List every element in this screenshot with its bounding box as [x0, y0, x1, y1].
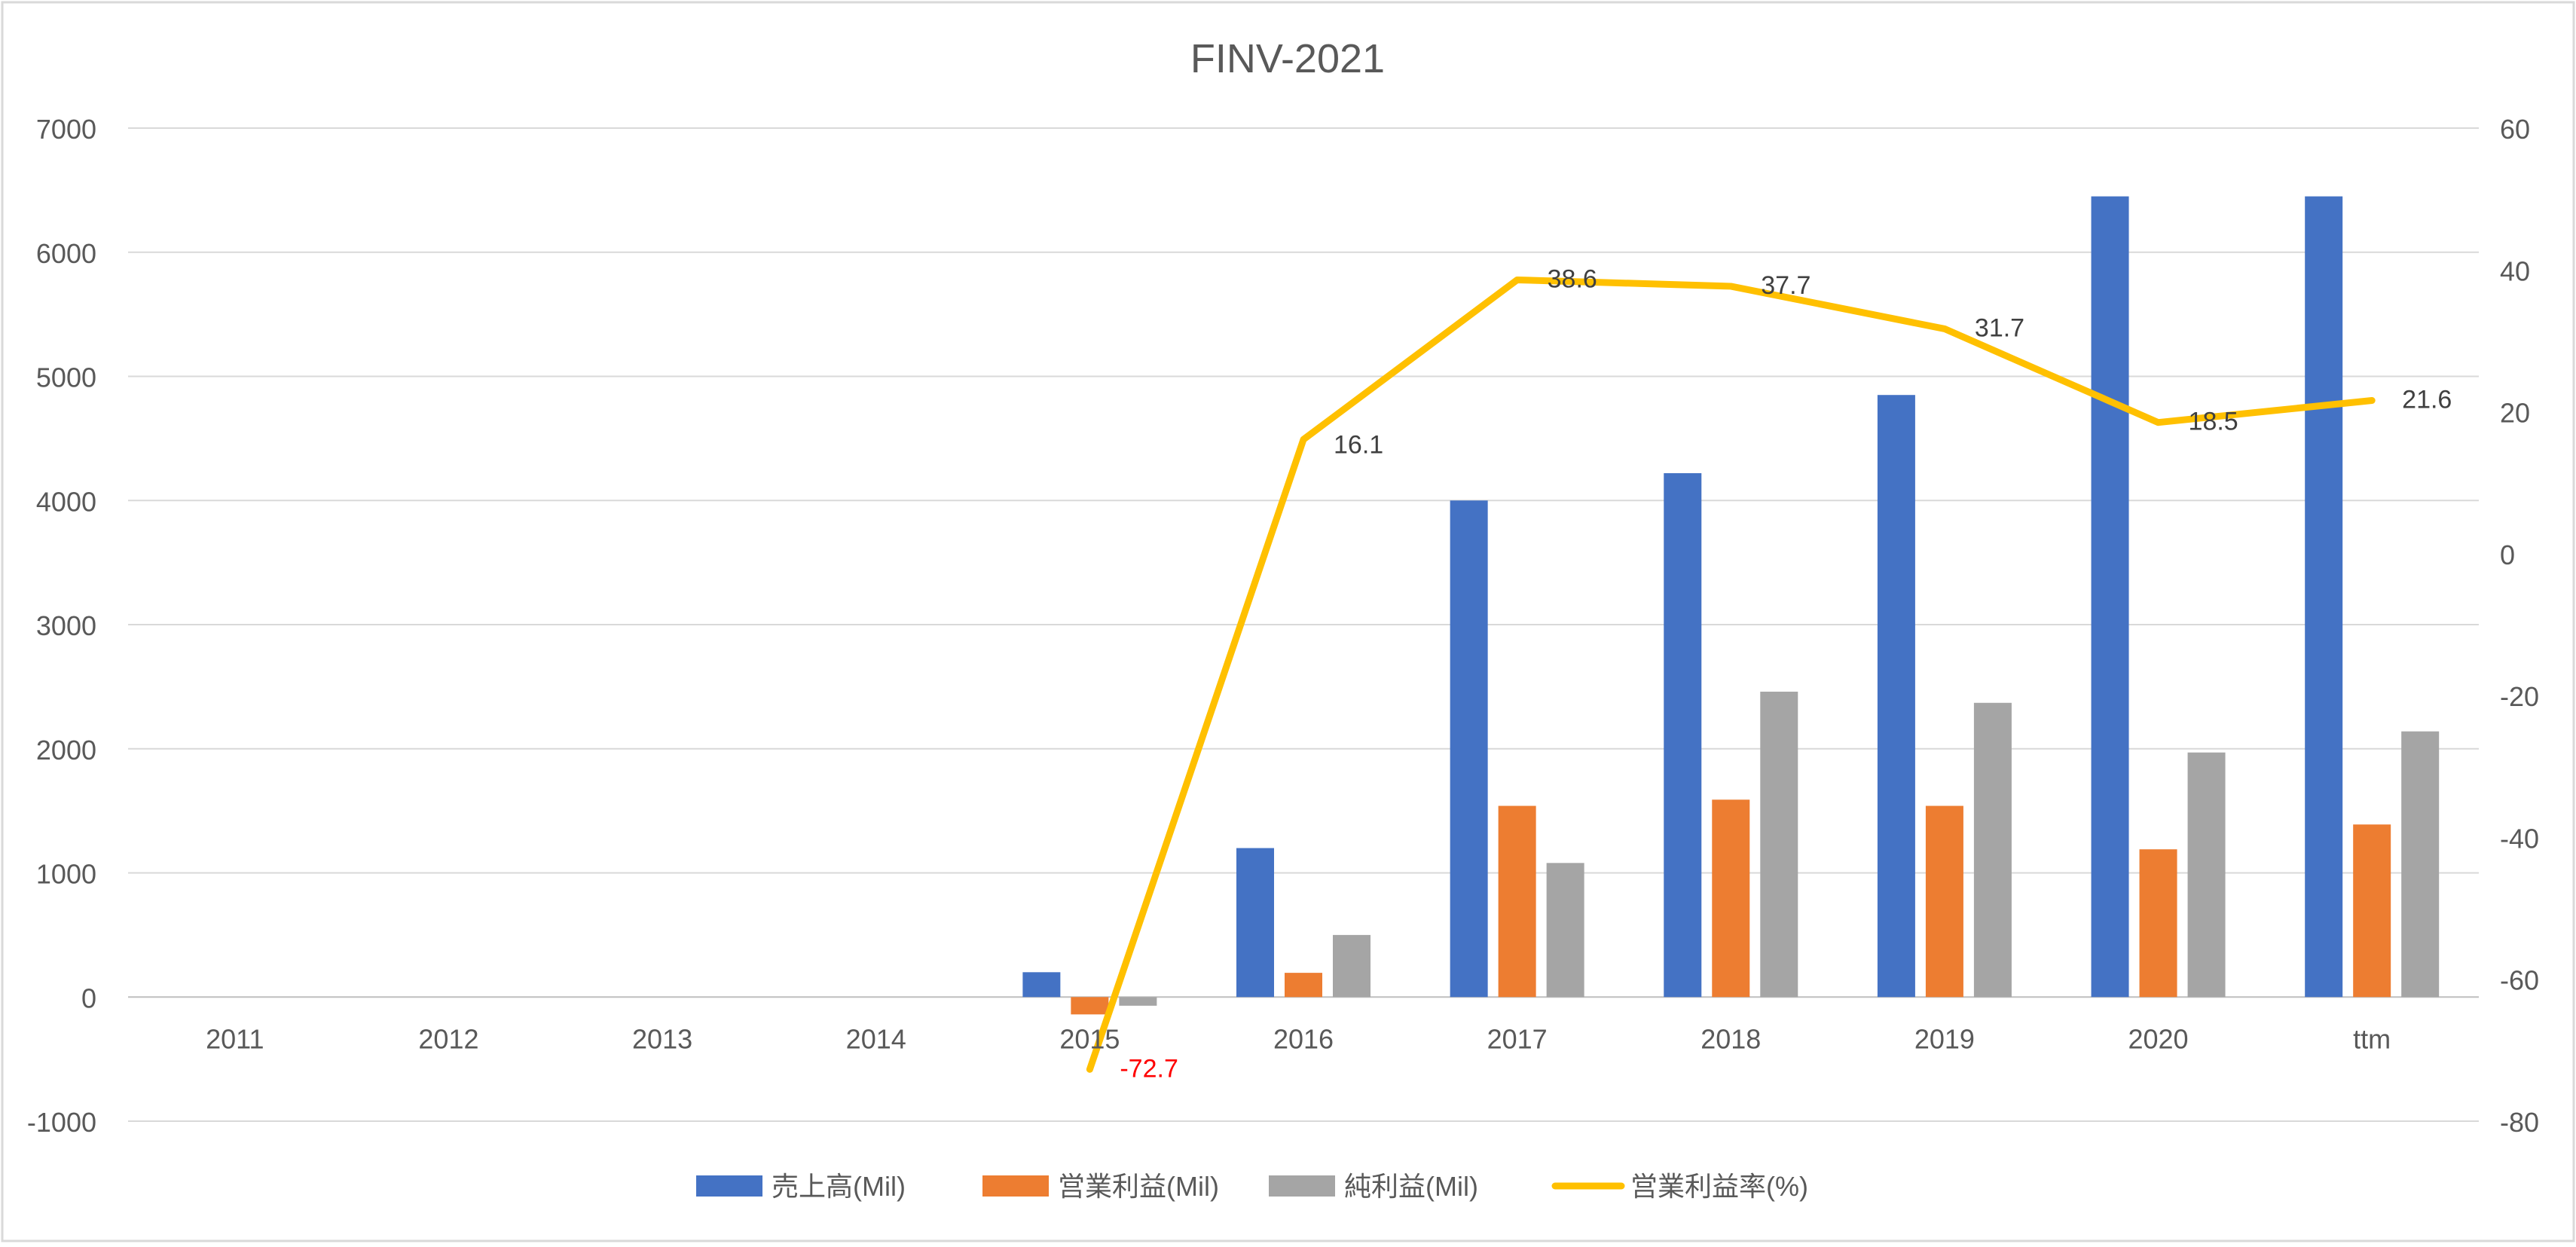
data-label: 37.7 — [1761, 271, 1811, 300]
legend-swatch — [982, 1175, 1049, 1197]
bar — [2091, 196, 2129, 998]
line-path — [1086, 276, 2376, 1073]
y-tick-label: 4000 — [36, 486, 96, 517]
y2-tick-label: -60 — [2500, 965, 2539, 996]
x-tick-label: 2017 — [1487, 1023, 1548, 1054]
y2-tick-label: -40 — [2500, 823, 2539, 854]
y2-tick-label: 20 — [2500, 398, 2530, 429]
y2-tick-label: 60 — [2500, 114, 2530, 145]
bar-series — [1022, 196, 2440, 1015]
y-tick-label: 1000 — [36, 859, 96, 890]
bar — [1071, 997, 1109, 1015]
data-label: 18.5 — [2189, 408, 2238, 436]
data-label: 21.6 — [2402, 386, 2452, 414]
bar — [1498, 805, 1536, 998]
bar — [1760, 691, 1798, 998]
x-tick-label: 2018 — [1701, 1023, 1761, 1054]
data-label: -72.7 — [1120, 1054, 1178, 1083]
data-label: 16.1 — [1334, 430, 1383, 459]
y-tick-label: 0 — [81, 983, 96, 1013]
bar — [1450, 500, 1488, 998]
gridlines — [128, 127, 2479, 1122]
x-tick-label: 2019 — [1914, 1023, 1975, 1054]
legend-label: 売上高(Mil) — [772, 1171, 906, 1202]
data-label: 38.6 — [1548, 264, 1597, 293]
y-tick-label: 7000 — [36, 114, 96, 145]
bar — [2139, 849, 2177, 998]
x-tick-label: 2014 — [846, 1023, 906, 1054]
y-tick-label: 6000 — [36, 238, 96, 269]
y-tick-label: -1000 — [27, 1107, 96, 1138]
x-tick-label: 2015 — [1059, 1023, 1120, 1054]
x-tick-label: ttm — [2353, 1023, 2391, 1054]
bar — [1546, 863, 1584, 998]
legend-label: 営業利益率(%) — [1630, 1171, 1808, 1202]
y2-tick-label: -20 — [2500, 681, 2539, 712]
bar — [1712, 799, 1750, 998]
legend-label: 純利益(Mil) — [1344, 1171, 1478, 1202]
x-tick-label: 2016 — [1273, 1023, 1334, 1054]
x-tick-label: 2020 — [2128, 1023, 2188, 1054]
y2-tick-label: 40 — [2500, 255, 2530, 286]
bar — [1119, 997, 1157, 1006]
bar — [2353, 824, 2391, 998]
bar — [1285, 973, 1322, 998]
bar — [2187, 752, 2226, 998]
bar — [1664, 473, 1702, 998]
axis-labels: -1000 0 1000 2000 3000 4000 5000 6000 7000 -80 -60… — [27, 114, 2539, 1138]
x-tick-label: 2011 — [206, 1023, 264, 1054]
bar — [1925, 805, 1963, 998]
line-series: -72.7 16.1 38.6 37.7 31.7 18.5 21.6 — [1086, 264, 2452, 1083]
bar — [1022, 972, 1061, 998]
bar — [1333, 934, 1371, 998]
y-tick-label: 2000 — [36, 735, 96, 766]
data-label: 31.7 — [1975, 313, 2024, 342]
y2-tick-label: -80 — [2500, 1107, 2539, 1138]
bar — [1877, 395, 1915, 998]
legend-swatch — [1269, 1175, 1335, 1197]
x-tick-label: 2013 — [632, 1023, 692, 1054]
legend-swatch — [696, 1175, 762, 1197]
legend: 売上高(Mil) 営業利益(Mil) 純利益(Mil) 営業利益率(%) — [696, 1171, 1808, 1202]
y-tick-label: 3000 — [36, 610, 96, 641]
bar — [2305, 196, 2343, 998]
y-tick-label: 5000 — [36, 362, 96, 393]
y2-tick-label: 0 — [2500, 539, 2515, 570]
legend-label: 営業利益(Mil) — [1058, 1171, 1219, 1202]
x-tick-label: 2012 — [418, 1023, 478, 1054]
bar — [1236, 848, 1274, 998]
bar — [1973, 702, 2012, 998]
chart-title: FINV-2021 — [1190, 36, 1385, 81]
bar — [2401, 731, 2440, 998]
